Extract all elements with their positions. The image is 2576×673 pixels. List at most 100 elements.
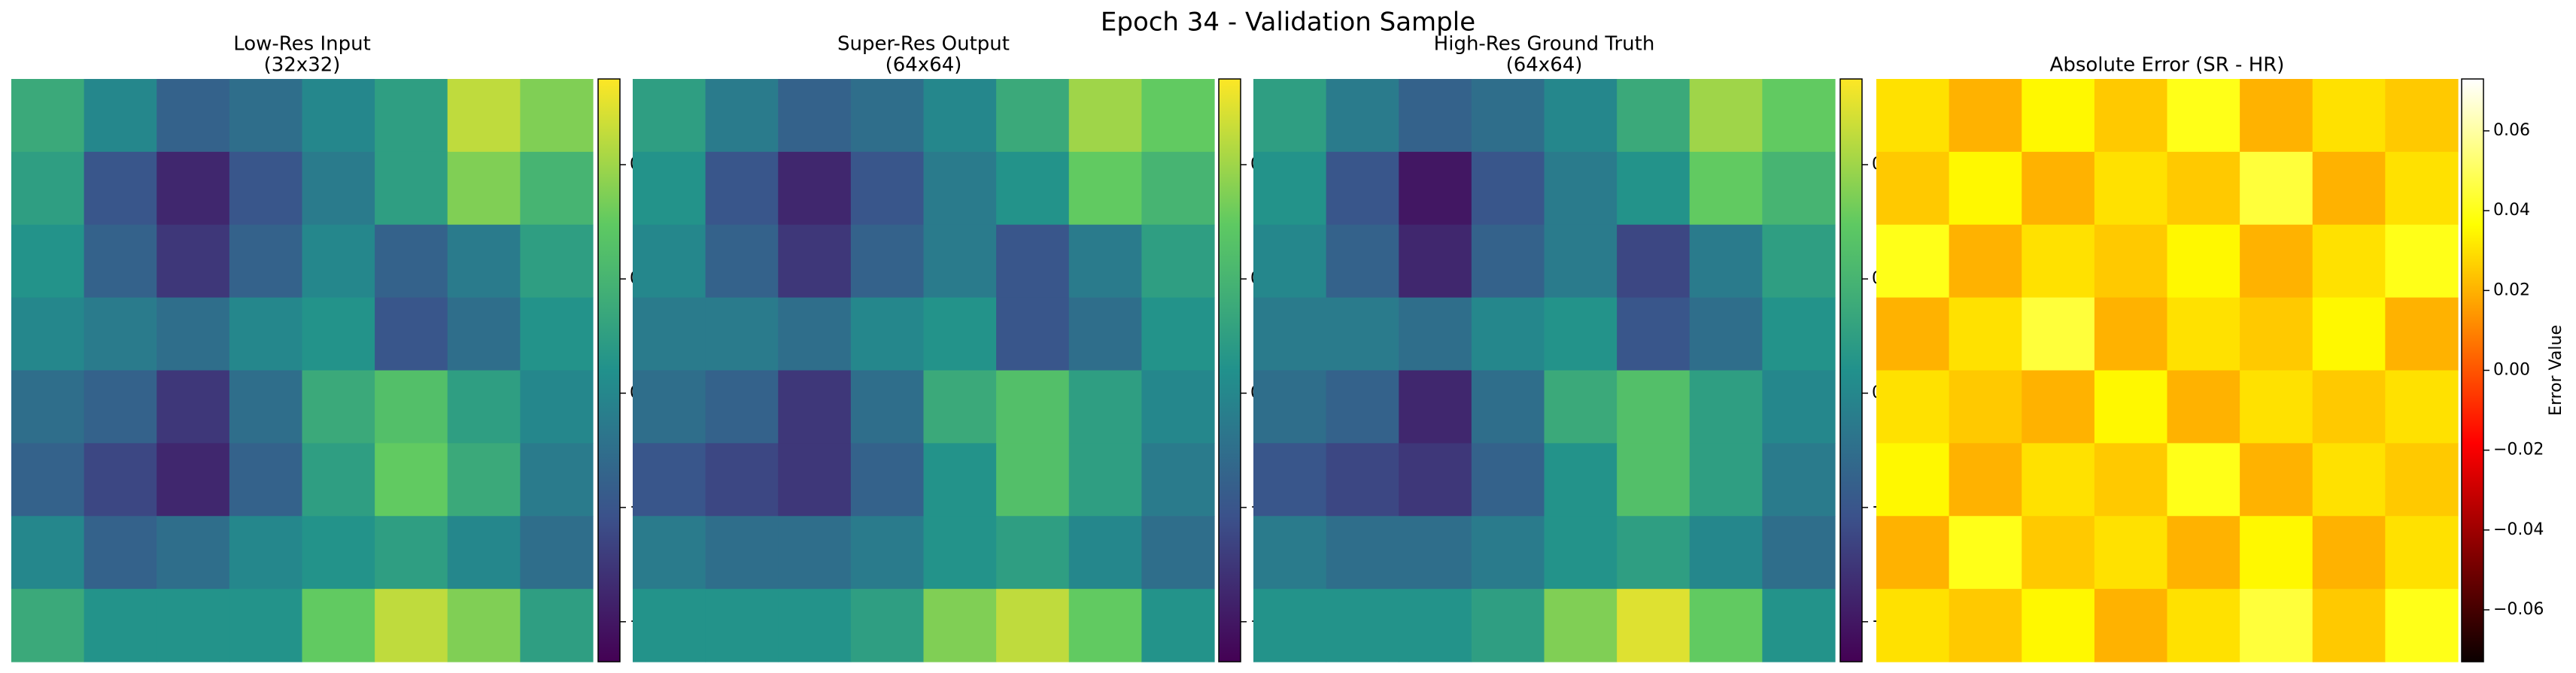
heatmap-cell	[1326, 224, 1399, 299]
heatmap-cell	[996, 224, 1070, 299]
heatmap-cell	[2094, 224, 2168, 299]
heatmap-cell	[2385, 297, 2459, 371]
heatmap-cell	[850, 443, 925, 517]
heatmap-cell	[2240, 297, 2313, 371]
heatmap-cell	[84, 443, 157, 517]
panel-subtitle: (32x32)	[264, 54, 341, 77]
heatmap-cell	[1141, 151, 1215, 226]
heatmap-cell	[1762, 297, 1836, 371]
heatmap-cell	[850, 297, 925, 371]
heatmap-cell	[2312, 79, 2386, 153]
heatmap-cell	[1876, 443, 1950, 517]
heatmap-cell	[850, 224, 925, 299]
heatmap-cell	[1689, 370, 1763, 444]
panel-title: Low-Res Input	[233, 33, 371, 56]
heatmap-cell	[1471, 151, 1545, 226]
heatmap-cell	[923, 79, 997, 153]
heatmap-cell	[996, 151, 1070, 226]
heatmap-cell	[2312, 224, 2386, 299]
heatmap-cell	[11, 370, 85, 444]
heatmap-cell	[778, 516, 852, 590]
heatmap-cell	[302, 79, 375, 153]
heatmap-cell	[1471, 370, 1545, 444]
heatmap-cell	[520, 297, 594, 371]
heatmap-cell	[2167, 79, 2240, 153]
heatmap-cell	[11, 224, 85, 299]
heatmap-cell	[850, 151, 925, 226]
heatmap-cell	[1617, 297, 1690, 371]
heatmap-cell	[778, 589, 852, 662]
heatmap-cell	[1544, 370, 1618, 444]
heatmap-cell	[520, 151, 594, 226]
heatmap-cell	[229, 370, 303, 444]
heatmap-cell	[2240, 151, 2313, 226]
heatmap-cell	[705, 297, 779, 371]
heatmap-cell	[1689, 516, 1763, 590]
heatmap-cell	[1617, 151, 1690, 226]
heatmap-cell	[11, 151, 85, 226]
heatmap-cell	[1949, 151, 2022, 226]
colorbar-tick-label: 0.06	[2493, 121, 2530, 140]
heatmap-cell	[633, 589, 706, 662]
heatmap-cell	[2167, 151, 2240, 226]
panel-title: Super-Res Output	[837, 33, 1010, 56]
heatmap-cell	[705, 589, 779, 662]
heatmap-cell	[11, 589, 85, 662]
heatmap-cell	[375, 79, 448, 153]
heatmap-cell	[778, 79, 852, 153]
heatmap-cell	[850, 589, 925, 662]
heatmap-cell	[2385, 224, 2459, 299]
heatmap-cell	[1399, 224, 1472, 299]
heatmap-cell	[1617, 516, 1690, 590]
heatmap-cell	[633, 516, 706, 590]
heatmap-cell	[1617, 79, 1690, 153]
heatmap-cell	[2240, 589, 2313, 662]
colorbar-tick-label: −0.04	[2493, 520, 2544, 539]
heatmap-cell	[1949, 589, 2022, 662]
heatmap-cell	[1876, 151, 1950, 226]
heatmap-cell	[1762, 589, 1836, 662]
heatmap-cell	[2385, 151, 2459, 226]
heatmap-cell	[1068, 370, 1142, 444]
heatmap-cell	[2385, 443, 2459, 517]
heatmap-cell	[1068, 151, 1142, 226]
heatmap-cell	[1617, 443, 1690, 517]
heatmap-cell	[1762, 79, 1836, 153]
heatmap-cell	[229, 79, 303, 153]
heatmap-cell	[1949, 443, 2022, 517]
heatmap-cell	[1949, 516, 2022, 590]
heatmap-cell	[447, 224, 521, 299]
heatmap-cell	[1949, 297, 2022, 371]
heatmap-cell	[302, 224, 375, 299]
heatmap-cell	[520, 516, 594, 590]
panel-title: High-Res Ground Truth	[1434, 33, 1655, 56]
heatmap-cell	[850, 516, 925, 590]
panel-subtitle: (64x64)	[886, 54, 962, 77]
heatmap-cell	[778, 224, 852, 299]
heatmap-cell	[1399, 297, 1472, 371]
heatmap-cell	[229, 151, 303, 226]
heatmap-cell	[11, 516, 85, 590]
heatmap-cell	[1399, 443, 1472, 517]
heatmap-cell	[84, 589, 157, 662]
heatmap-cell	[1949, 370, 2022, 444]
heatmap-cell	[447, 79, 521, 153]
heatmap-cell	[1876, 297, 1950, 371]
heatmap-cell	[1617, 370, 1690, 444]
heatmap-cell	[84, 79, 157, 153]
heatmap-cell	[1326, 516, 1399, 590]
heatmap-cell	[2385, 516, 2459, 590]
colorbar-tick-label: 0.00	[2493, 361, 2530, 380]
heatmap-cell	[1253, 79, 1327, 153]
heatmap-cell	[302, 370, 375, 444]
heatmap-cell	[1326, 79, 1399, 153]
heatmap-cell	[1068, 224, 1142, 299]
heatmap-cell	[923, 443, 997, 517]
heatmap-cell	[447, 443, 521, 517]
colorbar	[1218, 78, 1241, 662]
heatmap-cell	[1471, 443, 1545, 517]
heatmap-cell	[520, 224, 594, 299]
heatmap-cell	[1068, 589, 1142, 662]
heatmap-cell	[1068, 297, 1142, 371]
heatmap-cell	[1876, 370, 1950, 444]
